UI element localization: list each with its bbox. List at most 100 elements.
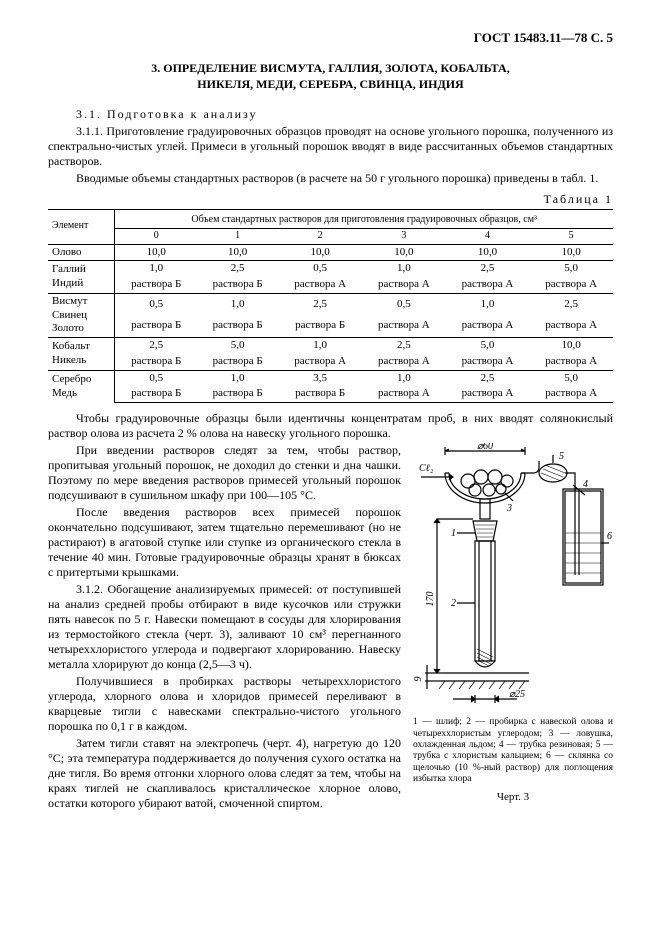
figure-column: ⌀60 Cℓ₂: [413, 443, 613, 805]
table-cell-sol: раствора Б: [115, 354, 197, 370]
left-para-4: Затем тигли ставят на электропечь (черт.…: [48, 736, 401, 811]
table-cell-val: 10,0: [446, 244, 530, 261]
table-cell-val: 2,5: [446, 261, 530, 277]
col-5: 5: [529, 229, 613, 245]
table-cell-sol: раствора А: [446, 354, 530, 370]
col-num-row: 0 1 2 3 4 5: [48, 229, 613, 245]
left-para-1: После введения растворов всех примесей п…: [48, 505, 401, 580]
figure-3: ⌀60 Cℓ₂: [413, 443, 613, 713]
table-cell-sol: раствора Б: [197, 354, 278, 370]
table-row-element: Олово: [48, 244, 115, 261]
table-cell-sol: раствора Б: [197, 277, 278, 293]
table-cell-val: 2,5: [362, 338, 446, 354]
table-row-element: СереброМедь: [48, 370, 115, 403]
para-after-1: Чтобы градуировочные образцы были иденти…: [48, 411, 613, 441]
table-cell-val: 2,5: [115, 338, 197, 354]
table-cell-val: 5,0: [197, 338, 278, 354]
svg-text:4: 4: [583, 479, 588, 490]
table-cell-sol: раствора А: [529, 277, 613, 293]
left-para-3: Получившиеся в пробирках растворы четыре…: [48, 674, 401, 734]
subheading-3-1: 3.1. Подготовка к анализу: [48, 107, 613, 122]
col-2: 2: [278, 229, 362, 245]
table-cell-val: 2,5: [278, 293, 362, 315]
table-cell-sol: раствора А: [446, 386, 530, 402]
table-cell-val: 1,0: [362, 261, 446, 277]
svg-text:3: 3: [506, 503, 512, 514]
figure-caption: 1 — шлиф; 2 — пробирка с навеской олова …: [413, 717, 613, 785]
table-cell-val: 5,0: [529, 261, 613, 277]
table-cell-val: 0,5: [362, 293, 446, 315]
table-cell-sol: раствора Б: [197, 316, 278, 338]
svg-text:6: 6: [607, 531, 612, 542]
table-cell-sol: раствора А: [278, 277, 362, 293]
table-body: Олово10,010,010,010,010,010,0ГаллийИндий…: [48, 244, 613, 403]
table-cell-sol: раствора Б: [115, 316, 197, 338]
table-cell-val: 1,0: [362, 370, 446, 386]
section-title-line2: НИКЕЛЯ, МЕДИ, СЕРЕБРА, СВИНЦА, ИНДИЯ: [197, 77, 463, 91]
table-cell-sol: раствора Б: [197, 386, 278, 402]
table-cell-sol: раствора А: [362, 277, 446, 293]
table-cell-val: 1,0: [446, 293, 530, 315]
table-cell-sol: раствора А: [529, 354, 613, 370]
col-4: 4: [446, 229, 530, 245]
table-cell-val: 2,5: [446, 370, 530, 386]
table-cell-val: 10,0: [278, 244, 362, 261]
table-1: Элемент Объем стандартных растворов для …: [48, 209, 613, 404]
table-cell-sol: раствора Б: [278, 386, 362, 402]
table-cell-val: 1,0: [197, 293, 278, 315]
table-cell-val: 0,5: [278, 261, 362, 277]
para-3-1-1: 3.1.1. Приготовление градуировочных обра…: [48, 124, 613, 169]
table-cell-sol: раствора А: [446, 316, 530, 338]
svg-text:5: 5: [559, 451, 564, 462]
svg-text:⌀25: ⌀25: [509, 689, 525, 700]
left-para-0: При введении растворов следят за тем, чт…: [48, 443, 401, 503]
table-row-element: КобальтНикель: [48, 338, 115, 371]
table-cell-sol: раствора А: [362, 316, 446, 338]
col-3: 3: [362, 229, 446, 245]
svg-text:Cℓ₂: Cℓ₂: [419, 463, 434, 474]
page-header: ГОСТ 15483.11—78 С. 5: [48, 30, 613, 46]
th-span: Объем стандартных растворов для приготов…: [115, 209, 613, 229]
svg-text:⌀60: ⌀60: [477, 443, 493, 452]
table-cell-val: 0,5: [115, 293, 197, 315]
section-title-line1: 3. ОПРЕДЕЛЕНИЕ ВИСМУТА, ГАЛЛИЯ, ЗОЛОТА, …: [151, 61, 509, 75]
svg-text:2: 2: [451, 598, 456, 609]
para-intro-2: Вводимые объемы стандартных растворов (в…: [48, 171, 613, 186]
table-cell-val: 2,5: [197, 261, 278, 277]
table-cell-val: 10,0: [529, 244, 613, 261]
table-cell-val: 5,0: [446, 338, 530, 354]
table-cell-sol: раствора Б: [278, 316, 362, 338]
th-element: Элемент: [48, 209, 115, 244]
table-cell-sol: раствора А: [362, 354, 446, 370]
table-cell-sol: раствора А: [446, 277, 530, 293]
table-cell-val: 10,0: [197, 244, 278, 261]
table-cell-sol: раствора Б: [115, 386, 197, 402]
left-column: При введении растворов следят за тем, чт…: [48, 443, 401, 813]
table-cell-val: 10,0: [115, 244, 197, 261]
table-cell-val: 10,0: [529, 338, 613, 354]
table-cell-val: 0,5: [115, 370, 197, 386]
table-cell-val: 1,0: [278, 338, 362, 354]
table-cell-val: 1,0: [197, 370, 278, 386]
table-cell-val: 2,5: [529, 293, 613, 315]
table-cell-sol: раствора Б: [115, 277, 197, 293]
table-cell-sol: раствора А: [529, 386, 613, 402]
table-cell-sol: раствора А: [362, 386, 446, 402]
section-title: 3. ОПРЕДЕЛЕНИЕ ВИСМУТА, ГАЛЛИЯ, ЗОЛОТА, …: [48, 60, 613, 92]
table-row-element: ГаллийИндий: [48, 261, 115, 294]
left-para-2: 3.1.2. Обогащение анализируемых примесей…: [48, 582, 401, 672]
table-cell-val: 1,0: [115, 261, 197, 277]
table-cell-val: 5,0: [529, 370, 613, 386]
table-cell-val: 3,5: [278, 370, 362, 386]
table-cell-val: 10,0: [362, 244, 446, 261]
figure-number: Черт. 3: [413, 791, 613, 805]
table-cell-sol: раствора А: [278, 354, 362, 370]
table-cell-sol: раствора А: [529, 316, 613, 338]
svg-text:170: 170: [425, 592, 436, 607]
table-row-element: ВисмутСвинецЗолото: [48, 293, 115, 337]
col-1: 1: [197, 229, 278, 245]
svg-text:9: 9: [413, 677, 424, 682]
col-0: 0: [115, 229, 197, 245]
svg-text:1: 1: [451, 528, 456, 539]
table-label: Таблица 1: [48, 192, 613, 207]
